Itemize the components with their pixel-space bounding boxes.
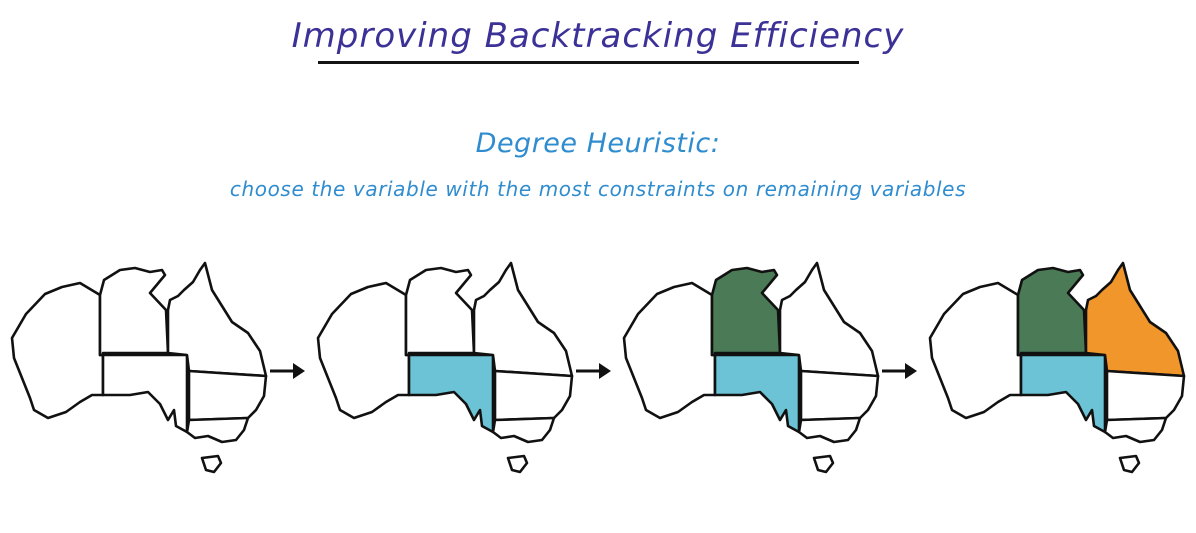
region-sa (713, 353, 801, 434)
region-nt (710, 266, 782, 357)
heuristic-description: choose the variable with the most constr… (229, 177, 967, 201)
right-arrow-icon (882, 363, 917, 379)
region-v (797, 416, 862, 444)
title-underline (318, 61, 859, 64)
region-nt (98, 266, 170, 357)
heuristic-name: Degree Heuristic: (475, 128, 721, 159)
region-t (506, 454, 529, 474)
australia-map-step-3 (622, 261, 880, 474)
australia-map-step-2 (316, 261, 574, 474)
region-wa (928, 281, 1023, 420)
region-wa (10, 281, 105, 420)
region-nsw (493, 369, 574, 422)
australia-map-step-1 (10, 261, 268, 474)
region-wa (316, 281, 411, 420)
region-sa (101, 353, 189, 434)
region-t (812, 454, 835, 474)
region-q (778, 261, 880, 378)
region-wa (622, 281, 717, 420)
region-nsw (187, 369, 268, 422)
region-v (185, 416, 250, 444)
region-v (1103, 416, 1168, 444)
page-title: Improving Backtracking Efficiency (291, 16, 905, 56)
region-q (1084, 261, 1186, 378)
region-nt (1016, 266, 1088, 357)
region-sa (407, 353, 495, 434)
right-arrow-icon (270, 363, 305, 379)
region-nt (404, 266, 476, 357)
region-q (166, 261, 268, 378)
right-arrow-icon (576, 363, 611, 379)
australia-map-step-4 (928, 261, 1186, 474)
region-t (1118, 454, 1141, 474)
region-v (491, 416, 556, 444)
region-q (472, 261, 574, 378)
region-t (200, 454, 223, 474)
region-nsw (799, 369, 880, 422)
region-nsw (1105, 369, 1186, 422)
region-sa (1019, 353, 1107, 434)
